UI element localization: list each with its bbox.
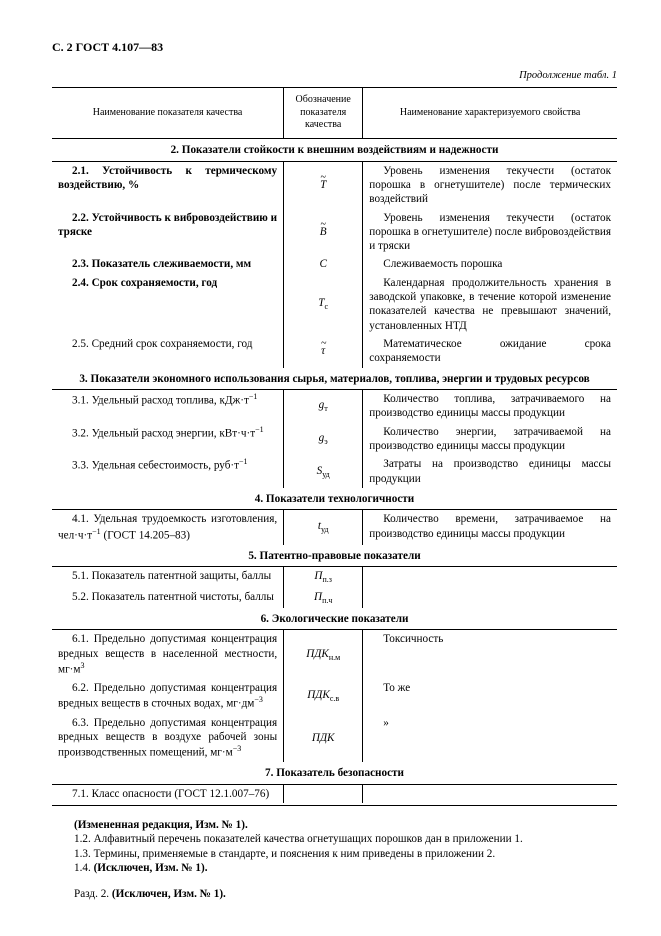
cell-desc: » [363, 714, 617, 763]
table-row: 2.3. Показатель слеживаемости, ммCСлежив… [52, 255, 617, 273]
table-row: 5.1. Показатель патентной защиты, баллыП… [52, 567, 617, 588]
notes-block: (Измененная редакция, Изм. № 1).1.2. Алф… [52, 818, 617, 875]
cell-desc [363, 567, 617, 588]
cell-desc: Математическое ожидание срока сохраняемо… [363, 335, 617, 368]
cell-name: 3.3. Удельная себестоимость, руб·т−1 [52, 455, 284, 488]
cell-symbol: Пп.з [284, 567, 363, 588]
cell-symbol: gэ [284, 423, 363, 456]
table-bottom-rule [52, 805, 617, 806]
cell-desc [363, 588, 617, 608]
section-header-row: 4. Показатели технологичности [52, 488, 617, 510]
cell-name: 2.1. Устойчивость к термическому воздейс… [52, 161, 284, 208]
cell-desc: Количество времени, затрачиваемое на про… [363, 510, 617, 545]
section-header-row: 3. Показатели экономного использования с… [52, 368, 617, 390]
cell-symbol: Tс [284, 274, 363, 335]
cell-name: 2.5. Средний срок сохраняемости, год [52, 335, 284, 368]
cell-symbol: T [284, 161, 363, 208]
cell-name: 4.1. Удельная трудоемкость изготовления,… [52, 510, 284, 545]
table-row: 3.2. Удельный расход энергии, кВт·ч·т−1g… [52, 423, 617, 456]
cell-desc: Затраты на производство единицы массы пр… [363, 455, 617, 488]
cell-name: 5.1. Показатель патентной защиты, баллы [52, 567, 284, 588]
cell-desc: Уровень изменения текучести (остаток пор… [363, 209, 617, 256]
cell-desc: Количество энергии, затрачиваемой на про… [363, 423, 617, 456]
table-row: 6.3. Предельно допустимая концентрация в… [52, 714, 617, 763]
section-header-row: 2. Показатели стойкости к внешним воздей… [52, 139, 617, 161]
table-row: 4.1. Удельная трудоемкость изготовления,… [52, 510, 617, 545]
cell-name: 2.2. Устойчивость к вибровоздействию и т… [52, 209, 284, 256]
cell-symbol: C [284, 255, 363, 273]
standards-table: Наименование показателя качества Обознач… [52, 87, 617, 803]
cell-symbol: ПДКс.в [284, 679, 363, 713]
cell-name: 3.1. Удельный расход топлива, кДж·т−1 [52, 390, 284, 423]
cell-symbol: gт [284, 390, 363, 423]
cell-symbol: ПДК [284, 714, 363, 763]
cell-desc: Календарная продолжительность хранения в… [363, 274, 617, 335]
cell-desc: Количество топлива, затрачиваемого на пр… [363, 390, 617, 423]
cell-symbol: ПДКн.м [284, 630, 363, 679]
col-header-desc: Наименование характеризуемого свойства [363, 87, 617, 138]
section-header-row: 7. Показатель безопасности [52, 762, 617, 784]
section-note: Разд. 2. (Исключен, Изм. № 1). [52, 887, 617, 901]
table-continuation-caption: Продолжение табл. 1 [52, 69, 617, 82]
table-row: 6.1. Предельно допустимая концентрация в… [52, 630, 617, 679]
table-row: 2.1. Устойчивость к термическому воздейс… [52, 161, 617, 208]
table-row: 2.5. Средний срок сохраняемости, годτМат… [52, 335, 617, 368]
table-row: 5.2. Показатель патентной чистоты, баллы… [52, 588, 617, 608]
table-row: 2.2. Устойчивость к вибровоздействию и т… [52, 209, 617, 256]
table-row: 3.1. Удельный расход топлива, кДж·т−1gтК… [52, 390, 617, 423]
page-header: С. 2 ГОСТ 4.107—83 [52, 40, 617, 55]
cell-desc: Токсичность [363, 630, 617, 679]
note-line: 1.3. Термины, применяемые в стандарте, и… [52, 847, 617, 861]
cell-name: 2.3. Показатель слеживаемости, мм [52, 255, 284, 273]
cell-name: 3.2. Удельный расход энергии, кВт·ч·т−1 [52, 423, 284, 456]
cell-name: 7.1. Класс опасности (ГОСТ 12.1.007–76) [52, 784, 284, 803]
col-header-name: Наименование показателя качества [52, 87, 284, 138]
cell-desc: Слеживаемость порошка [363, 255, 617, 273]
cell-symbol: tуд [284, 510, 363, 545]
table-header-row: Наименование показателя качества Обознач… [52, 87, 617, 138]
table-row: 7.1. Класс опасности (ГОСТ 12.1.007–76) [52, 784, 617, 803]
cell-desc: Уровень изменения текучести (остаток пор… [363, 161, 617, 208]
note-line: (Измененная редакция, Изм. № 1). [52, 818, 617, 832]
cell-symbol [284, 784, 363, 803]
note-line: 1.4. (Исключен, Изм. № 1). [52, 861, 617, 875]
col-header-symbol: Обозначение показателя качества [284, 87, 363, 138]
cell-symbol: B [284, 209, 363, 256]
cell-desc: То же [363, 679, 617, 713]
table-row: 2.4. Срок сохраняемости, годTсКалендарна… [52, 274, 617, 335]
cell-name: 6.3. Предельно допустимая концентрация в… [52, 714, 284, 763]
cell-desc [363, 784, 617, 803]
cell-symbol: Пп.ч [284, 588, 363, 608]
table-row: 6.2. Предельно допустимая концентрация в… [52, 679, 617, 713]
section-header-row: 6. Экологические показатели [52, 608, 617, 630]
cell-name: 2.4. Срок сохраняемости, год [52, 274, 284, 335]
note-line: 1.2. Алфавитный перечень показателей кач… [52, 832, 617, 846]
cell-name: 6.1. Предельно допустимая концентрация в… [52, 630, 284, 679]
cell-symbol: Sуд [284, 455, 363, 488]
cell-symbol: τ [284, 335, 363, 368]
section-header-row: 5. Патентно-правовые показатели [52, 545, 617, 567]
table-row: 3.3. Удельная себестоимость, руб·т−1SудЗ… [52, 455, 617, 488]
cell-name: 6.2. Предельно допустимая концентрация в… [52, 679, 284, 713]
cell-name: 5.2. Показатель патентной чистоты, баллы [52, 588, 284, 608]
